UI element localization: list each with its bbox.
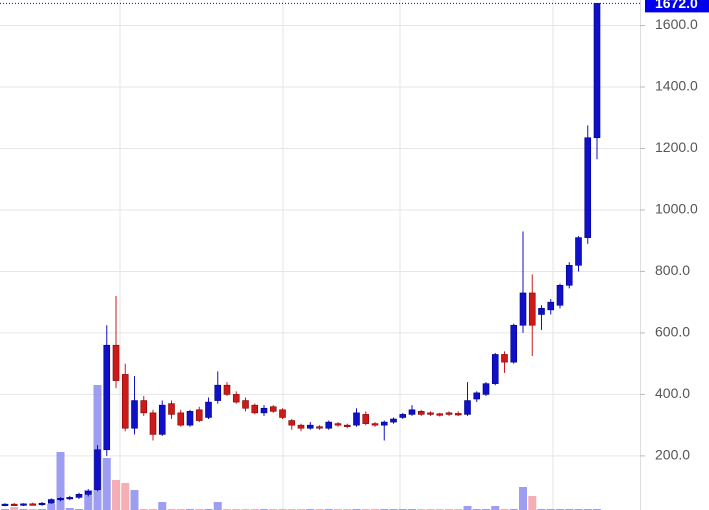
candle-body (528, 292, 536, 326)
candle-body (75, 494, 83, 498)
candle-body (593, 3, 601, 139)
candle-body (84, 490, 92, 495)
last-price-label: 1672.0 (655, 0, 698, 11)
volume-bar (130, 490, 139, 510)
candle-body (538, 308, 545, 315)
candle-body (565, 264, 573, 286)
y-tick-label: 1000.0 (655, 201, 698, 217)
candle-body (445, 412, 453, 415)
candle-body (168, 403, 175, 415)
candle-body (158, 404, 166, 435)
candle-body (66, 497, 74, 500)
candle-body (269, 406, 277, 412)
candle-body (214, 384, 222, 401)
volume-bar (10, 507, 19, 510)
candle-body (121, 374, 129, 429)
candle-body (186, 411, 194, 426)
candle-body (473, 392, 481, 400)
candle-body (140, 400, 148, 414)
volume-bar (528, 496, 537, 510)
candle-body (279, 409, 286, 418)
y-tick-label: 1600.0 (655, 16, 698, 32)
candle-body (519, 292, 527, 326)
volume-bar (463, 506, 472, 510)
candle-body (343, 424, 351, 427)
candle-body (195, 409, 203, 421)
candle-body (399, 414, 407, 418)
volume-bar (84, 490, 93, 510)
y-tick-label: 400.0 (655, 385, 690, 401)
candle-body (1, 503, 9, 506)
candle-body (380, 421, 388, 426)
volume-bar (47, 504, 56, 510)
candle-body (371, 423, 379, 426)
candle-body (223, 384, 231, 395)
candle-body (510, 324, 518, 363)
candle-body (436, 413, 444, 416)
candle-body (38, 502, 46, 506)
candle-body (112, 344, 120, 381)
candle-body (232, 394, 240, 403)
candle-body (251, 404, 259, 414)
y-tick-label: 600.0 (655, 324, 690, 340)
candle-body (131, 400, 138, 429)
candle-body (390, 418, 397, 423)
candle-body (334, 423, 342, 426)
candle-body (57, 498, 64, 501)
y-tick-label: 1400.0 (655, 78, 698, 94)
candle-body (20, 503, 27, 506)
candle-body (362, 414, 370, 424)
candle-body (556, 284, 564, 306)
candle-body (454, 413, 462, 416)
candle-body (205, 401, 212, 418)
candle-body (491, 354, 499, 384)
time-grid (119, 0, 554, 510)
volume-bar (519, 487, 527, 510)
y-tick-label: 1200.0 (655, 139, 698, 155)
candle-body (427, 412, 434, 415)
candle-body (353, 412, 360, 426)
candle-body (482, 383, 490, 395)
volume-bar (491, 506, 500, 510)
volume-bar (213, 502, 222, 510)
candle-body (47, 499, 55, 504)
candle-body (10, 503, 18, 506)
candle-body (316, 426, 323, 429)
candle-body (584, 137, 592, 238)
candle-body (288, 420, 296, 426)
volume-bar (121, 483, 130, 510)
volume-bar (102, 458, 111, 510)
candle-body (94, 449, 101, 491)
candle-body (242, 400, 249, 409)
volume-bar (56, 452, 65, 510)
volume-bar (112, 480, 120, 510)
candle-body (103, 344, 111, 451)
last-price-box (645, 0, 709, 13)
candle-body (417, 411, 425, 415)
candle-body (501, 354, 508, 363)
y-tick-label: 200.0 (655, 447, 690, 463)
candle-body (464, 400, 471, 415)
candle-body (325, 421, 333, 429)
candle-body (306, 424, 314, 429)
candle-body (408, 409, 416, 415)
candle-body (575, 237, 582, 266)
candle-body (297, 424, 305, 429)
candle-body (177, 412, 185, 426)
candle-body (260, 407, 268, 414)
y-tick-label: 800.0 (655, 262, 690, 278)
candle-body (547, 301, 555, 311)
volume-bar (158, 502, 167, 510)
candle-body (149, 412, 157, 435)
candle-body (29, 503, 37, 506)
volume-bar (65, 508, 74, 510)
